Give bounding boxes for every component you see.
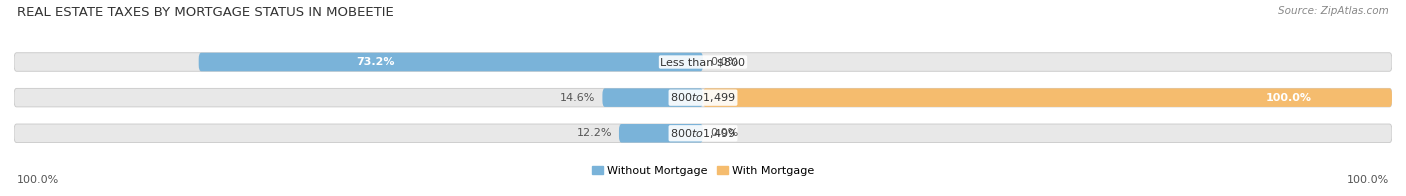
Legend: Without Mortgage, With Mortgage: Without Mortgage, With Mortgage	[588, 161, 818, 180]
Text: $800 to $1,499: $800 to $1,499	[671, 127, 735, 140]
Text: 12.2%: 12.2%	[576, 128, 612, 138]
FancyBboxPatch shape	[602, 88, 703, 107]
Text: $800 to $1,499: $800 to $1,499	[671, 91, 735, 104]
Text: Source: ZipAtlas.com: Source: ZipAtlas.com	[1278, 6, 1389, 16]
Text: 0.0%: 0.0%	[710, 57, 738, 67]
FancyBboxPatch shape	[14, 53, 1392, 71]
Text: 100.0%: 100.0%	[17, 175, 59, 185]
FancyBboxPatch shape	[703, 88, 1392, 107]
Text: 0.0%: 0.0%	[710, 128, 738, 138]
Text: 100.0%: 100.0%	[1265, 93, 1312, 103]
FancyBboxPatch shape	[198, 53, 703, 71]
FancyBboxPatch shape	[14, 88, 1392, 107]
Text: 14.6%: 14.6%	[560, 93, 596, 103]
Text: 73.2%: 73.2%	[356, 57, 395, 67]
Text: REAL ESTATE TAXES BY MORTGAGE STATUS IN MOBEETIE: REAL ESTATE TAXES BY MORTGAGE STATUS IN …	[17, 6, 394, 19]
Text: 100.0%: 100.0%	[1347, 175, 1389, 185]
Text: Less than $800: Less than $800	[661, 57, 745, 67]
FancyBboxPatch shape	[619, 124, 703, 142]
FancyBboxPatch shape	[14, 124, 1392, 142]
